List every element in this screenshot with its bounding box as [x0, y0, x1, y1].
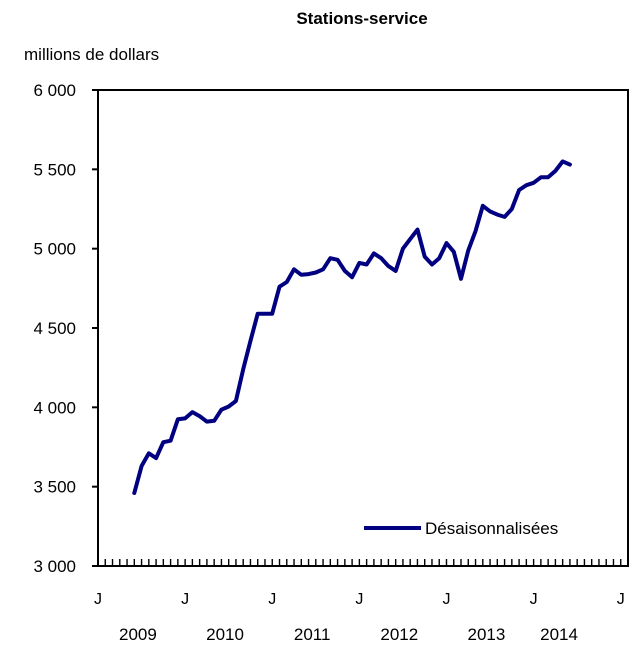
chart-title: Stations-service [296, 9, 427, 28]
y-tick-label: 6 000 [33, 81, 76, 100]
x-month-label: J [94, 591, 102, 608]
x-year-label: 2011 [294, 625, 331, 644]
x-year-label: 2013 [468, 625, 506, 644]
y-tick-label: 4 000 [33, 398, 76, 417]
y-axis-label: millions de dollars [24, 45, 159, 64]
x-month-label: J [442, 591, 450, 608]
legend: Désaisonnalisées [364, 519, 558, 538]
x-year-label: 2010 [206, 625, 244, 644]
series-line-desaisonnalisees [132, 159, 572, 495]
plot-frame [97, 89, 629, 567]
y-tick-label: 5 500 [33, 160, 76, 179]
x-year-label: 2012 [380, 625, 418, 644]
y-tick-label: 4 500 [33, 319, 76, 338]
y-tick-label: 5 000 [33, 240, 76, 259]
x-year-label: 2009 [119, 625, 157, 644]
x-month-label: J [530, 591, 538, 608]
series-group [132, 159, 572, 495]
x-year-label: 2014 [540, 625, 578, 644]
x-month-label: J [617, 591, 625, 608]
y-tick-label: 3 500 [33, 478, 76, 497]
y-axis: 3 000 3 500 4 000 4 500 5 000 5 500 6 000 [33, 81, 98, 576]
legend-label-desaisonnalisees: Désaisonnalisées [425, 519, 558, 538]
x-month-label: J [181, 591, 189, 608]
x-axis: J J J J J J J 2009 2010 2011 2012 2013 2014 [94, 559, 629, 644]
x-month-label: J [355, 591, 363, 608]
x-month-label: J [268, 591, 276, 608]
y-tick-label: 3 000 [33, 557, 76, 576]
